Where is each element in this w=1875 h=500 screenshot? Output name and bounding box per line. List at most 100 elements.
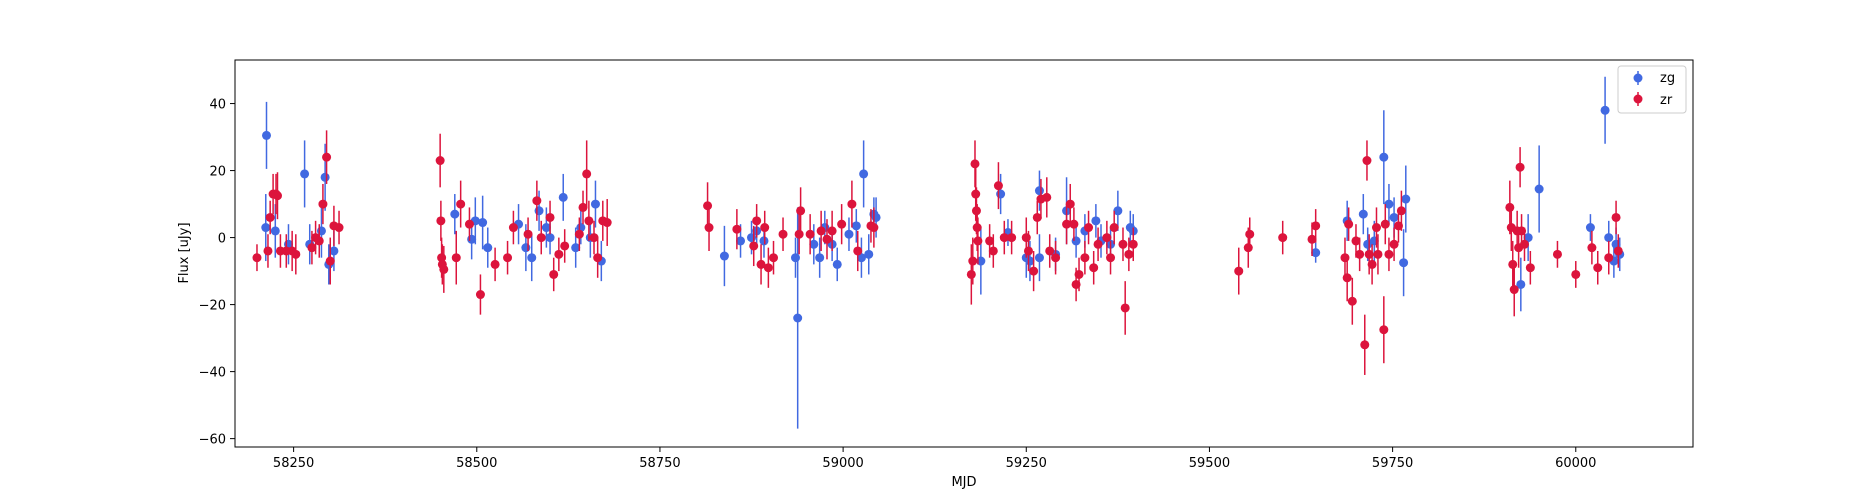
x-tick-label-58750: 58750 [639,456,680,471]
point-zg-70 [1389,212,1399,222]
point-zr-77 [1007,233,1017,243]
point-zr-73 [985,236,995,246]
point-zr-121 [1380,219,1390,229]
point-zr-104 [1245,229,1255,239]
point-zg-74 [1523,233,1533,243]
y-tick-label-20: 20 [209,165,226,180]
y-tick-label--40: −40 [199,366,226,381]
point-zg-68 [1379,152,1389,162]
point-zr-9 [291,249,301,259]
y-tick-label--60: −60 [199,433,226,448]
point-zr-2 [265,212,275,222]
point-zr-54 [778,229,788,239]
point-zr-90 [1074,269,1084,279]
point-zr-61 [837,219,847,229]
point-zr-106 [1307,234,1317,244]
point-zr-84 [1045,246,1055,256]
point-zr-81 [1032,212,1042,222]
point-zr-142 [1613,246,1623,256]
point-zg-25 [590,199,600,209]
point-zr-15 [325,256,335,266]
point-zr-110 [1344,219,1354,229]
plot-frame [234,59,1694,448]
point-zr-118 [1371,223,1381,233]
point-zr-56 [796,206,806,216]
y-tick-label-40: 40 [209,98,226,113]
x-tick-label-59250: 59250 [1006,456,1047,471]
point-zr-67 [968,256,978,266]
point-zg-78 [1604,233,1614,243]
point-zg-40 [851,221,861,231]
point-zg-63 [1311,248,1321,258]
point-zg-9 [329,246,339,256]
point-zr-18 [435,156,445,166]
point-zr-28 [503,253,513,263]
point-zr-35 [554,249,564,259]
point-zg-52 [1034,186,1044,196]
point-zr-41 [589,233,599,243]
point-zr-24 [456,199,466,209]
point-zr-19 [436,216,446,226]
point-zg-1 [262,130,272,140]
point-zr-76 [999,233,1009,243]
point-zr-46 [704,223,714,233]
point-zr-95 [1102,233,1112,243]
point-zg-60 [1113,206,1123,216]
point-zr-23 [451,253,461,263]
x-tick-label-58500: 58500 [456,456,497,471]
point-zg-28 [736,236,746,246]
point-zg-16 [521,243,531,253]
point-zg-71 [1399,258,1409,268]
point-zr-74 [988,246,998,256]
legend-marker-zr [1633,94,1643,104]
point-zr-34 [549,269,559,279]
point-zg-33 [793,313,803,323]
point-zg-39 [844,229,854,239]
point-zr-78 [1021,233,1031,243]
point-zr-135 [1525,263,1535,273]
point-zr-132 [1515,162,1525,172]
point-zr-85 [1051,253,1061,263]
data-layer [252,76,1625,429]
point-zr-14 [322,152,332,162]
point-zr-47 [732,224,742,234]
point-zr-80 [1029,266,1039,276]
point-zr-55 [794,229,804,239]
point-zr-100 [1124,249,1134,259]
point-zr-0 [252,253,262,263]
point-zr-139 [1593,263,1603,273]
y-tick-label--20: −20 [199,299,226,314]
point-zr-103 [1243,243,1253,253]
point-zg-69 [1384,199,1394,209]
point-zr-37 [574,229,584,239]
point-zg-76 [1585,223,1595,233]
point-zr-125 [1396,206,1406,216]
point-zr-113 [1355,249,1365,259]
point-zg-55 [1071,236,1081,246]
point-zr-88 [1069,219,1079,229]
point-zr-107 [1311,221,1321,231]
point-zg-72 [1401,194,1411,204]
point-zr-92 [1084,223,1094,233]
point-zr-126 [1505,202,1515,212]
point-zr-98 [1118,239,1128,249]
point-zr-45 [703,201,713,211]
y-tick-label-0: 0 [218,232,226,247]
point-zg-34 [809,239,819,249]
legend-label-zr: zr [1660,93,1673,108]
point-zg-41 [856,253,866,263]
point-zr-117 [1367,259,1377,269]
point-zr-58 [816,226,826,236]
point-zr-108 [1340,253,1350,263]
point-zr-97 [1109,223,1119,233]
x-tick-label-59750: 59750 [1372,456,1413,471]
point-zr-17 [334,223,344,233]
point-zg-51 [1034,253,1044,263]
point-zg-22 [571,243,581,253]
point-zg-2 [270,226,280,236]
legend-label-zg: zg [1660,71,1675,86]
point-zr-5 [272,191,282,201]
point-zr-22 [439,264,449,274]
point-zr-141 [1611,212,1621,222]
